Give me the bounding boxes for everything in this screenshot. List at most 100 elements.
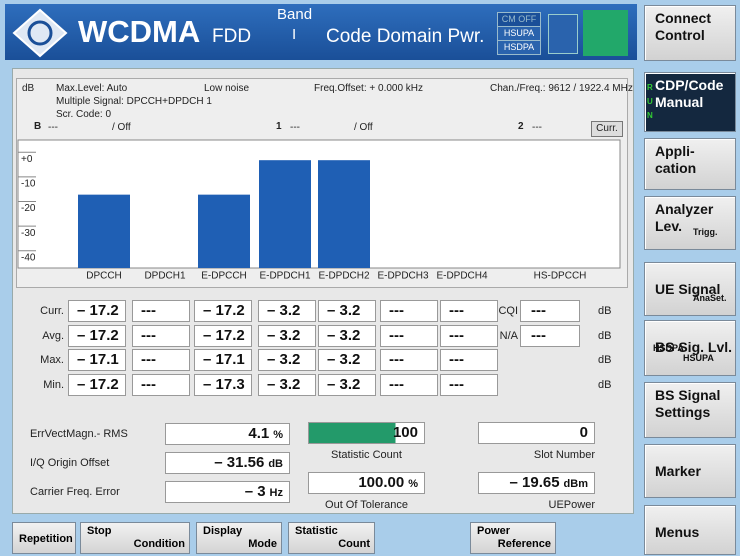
value-cell: – 3.2	[258, 349, 316, 371]
value-cell: ---	[132, 300, 190, 322]
result-unit: dB	[268, 458, 283, 470]
marker-icon: B	[34, 121, 42, 132]
value-cell: – 17.2	[68, 324, 126, 347]
value-cell: – 3.2	[318, 349, 376, 371]
header-title: WCDMA	[78, 14, 201, 49]
info-text: Max.Level: Auto	[56, 83, 128, 94]
result-cell: 100.00%	[308, 472, 425, 494]
result-unit: %	[273, 429, 283, 441]
marker-value: ---	[48, 122, 58, 133]
bar	[198, 194, 250, 268]
info-text: Low noise	[204, 83, 250, 94]
result-caption: Slot Number	[533, 449, 595, 461]
button-label: Statistic	[295, 525, 338, 537]
softkey[interactable]: Analyzer Lev. Trigg.	[644, 196, 736, 250]
row-label: Min.	[43, 378, 64, 391]
bottom-button[interactable]: Display Mode	[196, 522, 282, 554]
run-letter: N	[647, 111, 653, 120]
softkey-label: Settings	[655, 404, 711, 420]
softkey[interactable]: CDP/Code Manual R U N	[644, 72, 736, 132]
result-value: 100.00	[358, 474, 405, 491]
value-cell: – 17.2	[194, 324, 252, 347]
softkey-label: UE Signal	[655, 281, 721, 297]
bottom-button[interactable]: Repetition	[12, 522, 76, 554]
curr-button[interactable]: Curr.	[591, 121, 623, 137]
result-label: ErrVectMagn.- RMS	[30, 428, 128, 440]
unit-label: dB	[598, 305, 612, 317]
softkey-sublabel: Trigg.	[693, 227, 718, 237]
marker-value: ---	[290, 122, 300, 133]
result-unit: dBm	[563, 478, 588, 490]
run-letter: R	[647, 83, 653, 92]
bar	[318, 160, 370, 268]
softkey[interactable]: BS Sig. Lvl. HSDPA HSUPA	[644, 320, 736, 376]
result-cell: – 31.56 dB	[165, 452, 290, 474]
header-badge: CM OFF	[497, 12, 541, 27]
extra-label: CQI	[498, 305, 518, 317]
softkey-label: Appli-	[655, 143, 695, 159]
result-caption: Out Of Tolerance	[325, 499, 408, 511]
result-value: – 3	[244, 483, 266, 500]
softkey-label: Analyzer	[655, 201, 714, 217]
button-label: Reference	[497, 538, 551, 550]
value-cell: – 3.2	[258, 300, 316, 322]
header-standard: FDD	[212, 26, 252, 47]
softkey[interactable]: Appli-cation	[644, 138, 736, 190]
value-cell: ---	[132, 349, 190, 371]
value-cell: ---	[132, 324, 190, 347]
button-label: Repetition	[19, 533, 73, 545]
softkey-label: Marker	[655, 463, 701, 479]
value-cell: – 3.2	[318, 300, 376, 322]
result-cell: – 3 Hz	[165, 481, 290, 503]
x-tick-label: E-DPDCH1	[259, 271, 311, 282]
value-cell: – 17.1	[68, 349, 126, 371]
softkey-sublabel: HSUPA	[683, 353, 714, 363]
info-text: Chan./Freq.: 9612 / 1922.4 MHz	[490, 83, 633, 94]
value-cell: ---	[440, 349, 498, 371]
x-tick-label: E-DPDCH4	[436, 271, 488, 282]
bottom-button[interactable]: Power Reference	[470, 522, 556, 554]
x-tick-label: DPCCH	[86, 271, 122, 282]
unit-label: dB	[598, 354, 612, 366]
info-text: Freq.Offset: + 0.000 kHz	[314, 83, 424, 94]
softkey-label: Manual	[655, 94, 704, 110]
x-tick-label: HS-DPCCH	[534, 271, 587, 282]
result-value: – 31.56	[214, 454, 265, 471]
band-value: I	[292, 26, 297, 43]
bar	[259, 160, 311, 268]
extra-label: N/A	[499, 329, 518, 342]
marker-state: / Off	[354, 122, 373, 133]
softkey-sublabel: AnaSet.	[693, 293, 727, 303]
value-cell: – 17.2	[68, 373, 126, 396]
band-label: Band	[277, 6, 313, 23]
softkey-sublabel: HSDPA	[653, 343, 684, 353]
softkey[interactable]: BS Signal Settings	[644, 382, 736, 438]
row-label: Avg.	[42, 329, 64, 342]
extra-cell: ---	[520, 324, 580, 347]
bar-chart: +0 -10 -20 -30 -40 DPCCH DPDCH1 E-DPCCH E-DPDCH1…	[17, 139, 621, 282]
phone-icon	[548, 14, 578, 54]
softkey[interactable]: Menus	[644, 505, 736, 555]
result-unit: Hz	[269, 487, 283, 499]
result-value: – 19.65	[509, 474, 560, 491]
y-tick-label: -10	[21, 179, 36, 190]
marker-icon: 1	[276, 121, 282, 132]
bottom-button[interactable]: Stop Condition	[80, 522, 190, 554]
logo	[12, 8, 68, 58]
info-text: Multiple Signal: DPCCH+DPDCH 1	[56, 96, 212, 107]
bottom-button[interactable]: Statistic Count	[288, 522, 375, 554]
result-caption: Statistic Count	[331, 449, 402, 461]
softkey-label: CDP/Code	[655, 77, 724, 93]
softkey-label: BS Signal	[655, 387, 721, 403]
softkey[interactable]: UE Signal AnaSet.	[644, 262, 736, 316]
softkey[interactable]: Marker	[644, 444, 736, 498]
softkey[interactable]: Connect Control	[644, 5, 736, 61]
header-badge: HSUPA	[497, 26, 541, 41]
header-mode: Code Domain Pwr.	[326, 26, 485, 47]
y-tick-label: -20	[21, 203, 36, 214]
row-label: Curr.	[40, 305, 64, 317]
value-cell: ---	[440, 373, 498, 396]
button-label: Power	[477, 525, 511, 537]
value-cell: – 3.2	[258, 324, 316, 347]
value-cell: ---	[132, 373, 190, 396]
